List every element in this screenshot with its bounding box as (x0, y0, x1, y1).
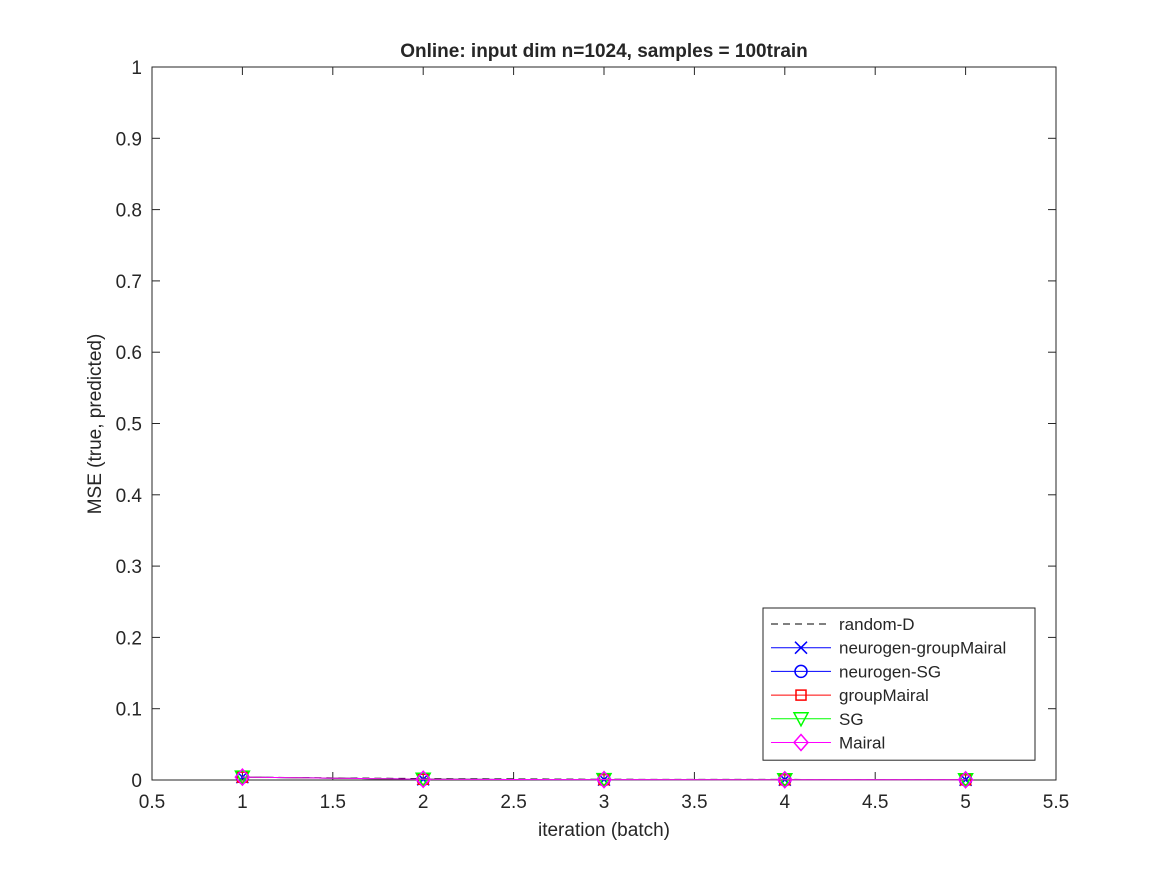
legend-marker-3 (795, 689, 807, 701)
x-tick-label-2: 1.5 (320, 792, 346, 813)
y-tick-label-6: 0.6 (116, 343, 142, 364)
legend-label-1: neurogen-groupMairal (839, 639, 1006, 658)
legend-box (762, 607, 1036, 761)
series-5-point-2 (596, 770, 612, 789)
legend-marker-4 (792, 712, 810, 728)
y-tick-label-3: 0.3 (116, 557, 142, 578)
y-tick-label-1: 0.1 (116, 700, 142, 721)
series-5-point-1 (415, 770, 432, 789)
legend-marker-5 (793, 733, 809, 752)
series-4-point-4 (957, 773, 974, 789)
series-5-point-3 (776, 770, 793, 789)
x-tick-label-1: 1 (237, 792, 248, 813)
y-axis-label: MSE (true, predicted) (85, 334, 106, 515)
legend-label-4: SG (839, 710, 864, 729)
legend-label-3: groupMairal (839, 686, 929, 705)
legend-marker-2 (794, 664, 808, 679)
y-tick-label-7: 0.7 (116, 272, 142, 293)
y-tick-label-5: 0.5 (116, 415, 142, 436)
legend-marker-1 (794, 641, 808, 655)
x-axis-label: iteration (batch) (538, 820, 670, 841)
x-tick-label-9: 5 (960, 792, 971, 813)
series-5-point-4 (957, 770, 974, 789)
x-tick-label-5: 3 (599, 792, 610, 813)
y-tick-label-8: 0.8 (116, 201, 142, 222)
x-tick-label-8: 4.5 (862, 792, 888, 813)
x-tick-label-6: 3.5 (681, 792, 707, 813)
x-tick-label-0: 0.5 (139, 792, 165, 813)
y-tick-label-10: 1 (131, 58, 142, 79)
y-tick-label-9: 0.9 (116, 129, 142, 150)
legend: random-D neurogen-groupMairal neurogen-SG g… (762, 607, 1036, 761)
x-tick-label-4: 2.5 (500, 792, 526, 813)
legend-label-2: neurogen-SG (839, 662, 941, 681)
x-tick-label-10: 5.5 (1043, 792, 1069, 813)
y-tick-label-0: 0 (131, 771, 142, 792)
plot-area: 0.5 1 1.5 2 2.5 3 3.5 4 4.5 5 5.5 0 0.1 0.2 0.3 0.4 0.5 0… (116, 58, 1070, 813)
x-tick-label-7: 4 (780, 792, 791, 813)
chart-title: Online: input dim n=1024, samples = 100t… (400, 41, 808, 62)
series-5-point-0 (234, 768, 251, 787)
series-line-5 (242, 776, 966, 781)
y-tick-label-2: 0.2 (116, 628, 142, 649)
y-tick-label-4: 0.4 (116, 486, 143, 507)
series-5 (234, 768, 974, 789)
legend-label-5: Mairal (839, 734, 885, 753)
legend-label-0: random-D (839, 615, 915, 634)
x-tick-label-3: 2 (418, 792, 429, 813)
